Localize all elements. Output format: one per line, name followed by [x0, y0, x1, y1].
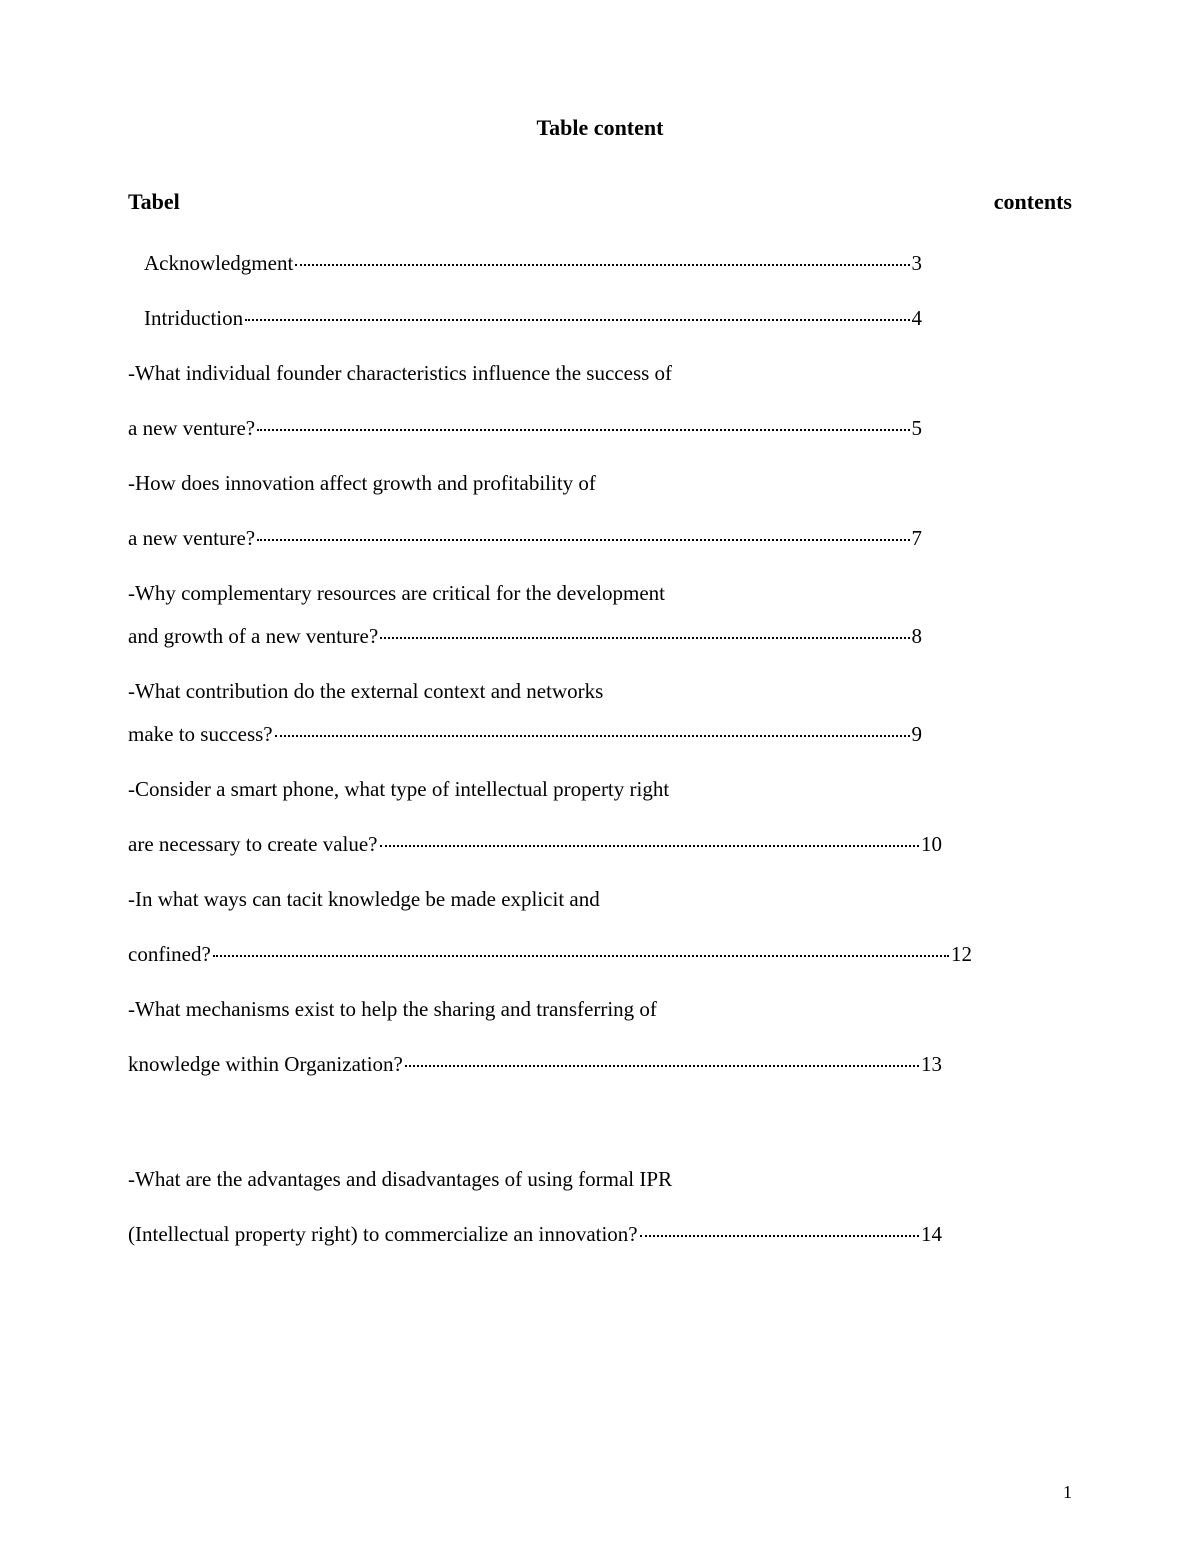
- toc-entry-text: make to success?: [128, 722, 273, 747]
- toc-entry-text: Acknowledgment: [144, 251, 293, 276]
- toc-header-left: Tabel: [128, 189, 180, 215]
- toc-leader-dots: [275, 735, 910, 737]
- toc-leader-dots: [213, 955, 949, 957]
- toc-entry-text: are necessary to create value?: [128, 832, 378, 857]
- page-title: Table content: [128, 115, 1072, 141]
- toc-entry-page: 7: [912, 526, 923, 551]
- toc-leader-dots: [245, 319, 909, 321]
- toc-entry: a new venture? 7: [128, 526, 1072, 551]
- toc-entry-page: 14: [921, 1222, 942, 1247]
- toc-list: Acknowledgment 3 Intriduction 4 -What indivi…: [128, 251, 1072, 1247]
- toc-entry-text: Intriduction: [144, 306, 243, 331]
- toc-entry-page: 10: [921, 832, 942, 857]
- document-page: Table content Tabel contents Acknowledgm…: [0, 0, 1200, 1337]
- page-number: 1: [1063, 1482, 1072, 1503]
- toc-entry-text: knowledge within Organization?: [128, 1052, 403, 1077]
- toc-entry-text: (Intellectual property right) to commerc…: [128, 1222, 638, 1247]
- toc-entry-line1: -Why complementary resources are critica…: [128, 581, 1072, 606]
- toc-entry-line1: -What individual founder characteristics…: [128, 361, 1072, 386]
- toc-entry: and growth of a new venture? 8: [128, 624, 1072, 649]
- toc-entry-text: confined?: [128, 942, 211, 967]
- toc-entry-line1: -What mechanisms exist to help the shari…: [128, 997, 1072, 1022]
- toc-entry: make to success? 9: [128, 722, 1072, 747]
- toc-entry-line1: -What contribution do the external conte…: [128, 679, 1072, 704]
- toc-entry-text: and growth of a new venture?: [128, 624, 378, 649]
- toc-header-row: Tabel contents: [128, 189, 1072, 215]
- toc-leader-dots: [405, 1065, 919, 1067]
- toc-entry-page: 5: [912, 416, 923, 441]
- toc-entry: (Intellectual property right) to commerc…: [128, 1222, 1072, 1247]
- toc-entry: confined? 12: [128, 942, 1072, 967]
- toc-entry: knowledge within Organization? 13: [128, 1052, 1072, 1077]
- toc-entry-page: 13: [921, 1052, 942, 1077]
- toc-leader-dots: [380, 845, 920, 847]
- toc-leader-dots: [640, 1235, 919, 1237]
- toc-entry: are necessary to create value? 10: [128, 832, 1072, 857]
- toc-leader-dots: [380, 637, 909, 639]
- toc-entry-text: a new venture?: [128, 526, 255, 551]
- toc-entry-line1: -What are the advantages and disadvantag…: [128, 1167, 1072, 1192]
- toc-entry-text: a new venture?: [128, 416, 255, 441]
- toc-entry-line1: -Consider a smart phone, what type of in…: [128, 777, 1072, 802]
- toc-entry-page: 12: [951, 942, 972, 967]
- toc-entry-page: 8: [912, 624, 923, 649]
- toc-entry-page: 4: [912, 306, 923, 331]
- toc-entry-page: 3: [912, 251, 923, 276]
- toc-leader-dots: [257, 539, 909, 541]
- toc-header-right: contents: [994, 189, 1072, 215]
- toc-leader-dots: [257, 429, 909, 431]
- toc-entry-page: 9: [912, 722, 923, 747]
- toc-entry-line1: -In what ways can tacit knowledge be mad…: [128, 887, 1072, 912]
- toc-leader-dots: [295, 264, 909, 266]
- toc-entry: a new venture? 5: [128, 416, 1072, 441]
- toc-entry-line1: -How does innovation affect growth and p…: [128, 471, 1072, 496]
- toc-entry: Acknowledgment 3: [128, 251, 1072, 276]
- toc-entry: Intriduction 4: [128, 306, 1072, 331]
